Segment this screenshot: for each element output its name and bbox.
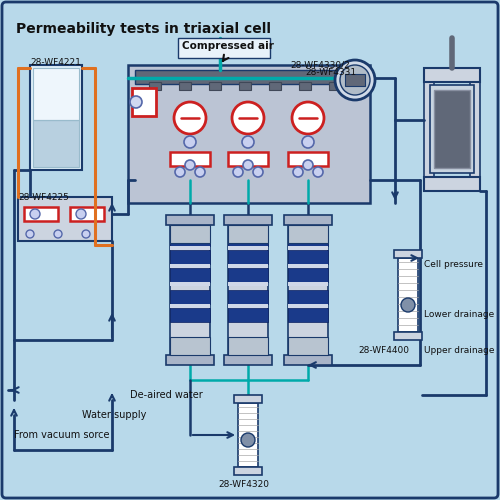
Circle shape [335,60,375,100]
Circle shape [195,167,205,177]
Bar [288,232,328,246]
Bar [329,82,341,90]
Text: 28-WF4221: 28-WF4221 [30,58,81,67]
Bar [166,355,214,365]
Bar [33,120,79,167]
Bar [170,250,210,264]
Bar [128,65,370,203]
Text: 28-WF4330/2: 28-WF4330/2 [290,60,350,69]
Text: 28-WF4400: 28-WF4400 [358,346,409,355]
Bar [288,225,328,355]
Bar [170,304,210,308]
Bar [239,82,251,90]
Bar [170,290,210,304]
Bar [288,152,328,166]
Circle shape [243,160,253,170]
Circle shape [30,209,40,219]
Bar [288,308,328,322]
Bar [424,177,480,191]
Bar [24,207,58,221]
Circle shape [82,230,90,238]
Bar [398,258,418,332]
Text: From vacuum sorce: From vacuum sorce [14,430,110,440]
Bar [170,282,210,286]
Bar [269,82,281,90]
Bar [170,337,210,355]
Text: Lower drainage: Lower drainage [424,310,494,319]
Bar [135,70,363,84]
Bar [470,82,480,177]
Bar [345,74,365,86]
Bar [30,65,82,170]
Bar [228,225,268,243]
Bar [170,264,210,268]
Circle shape [26,230,34,238]
Text: Permeability tests in triaxial cell: Permeability tests in triaxial cell [16,22,271,36]
Circle shape [241,433,255,447]
Circle shape [232,102,264,134]
Circle shape [54,230,62,238]
Bar [228,232,268,246]
Bar [179,82,191,90]
Bar [288,304,328,308]
Bar [299,82,311,90]
Bar [33,68,79,120]
Bar [288,282,328,286]
Bar [228,268,268,282]
Circle shape [233,167,243,177]
Bar [170,152,210,166]
Bar [170,246,210,250]
Text: Upper drainage: Upper drainage [424,346,494,355]
Circle shape [401,298,415,312]
Bar [228,337,268,355]
Bar [228,282,268,286]
Text: De-aired water: De-aired water [130,390,203,400]
Bar [394,332,422,340]
Circle shape [313,167,323,177]
Bar [170,232,210,246]
Bar [228,246,268,250]
Text: 28-WF4320: 28-WF4320 [218,480,269,489]
Bar [224,215,272,225]
Bar [228,308,268,322]
Bar [70,207,104,221]
Bar [228,250,268,264]
Bar [228,290,268,304]
Bar [288,290,328,304]
Bar [149,82,161,90]
Circle shape [174,102,206,134]
Bar [238,403,258,467]
Circle shape [242,136,254,148]
Circle shape [184,136,196,148]
Text: 28-WF4331: 28-WF4331 [305,68,356,77]
Bar [224,355,272,365]
Bar [288,246,328,250]
Bar [170,268,210,282]
Bar [228,304,268,308]
Circle shape [293,167,303,177]
Circle shape [302,136,314,148]
Text: Cell pressure: Cell pressure [424,260,483,269]
Bar [170,225,210,243]
Bar [430,85,474,173]
Bar [288,268,328,282]
Bar [284,355,332,365]
Bar [132,88,156,116]
Bar [234,395,262,403]
Bar [284,215,332,225]
Bar [288,337,328,355]
Bar [228,152,268,166]
Text: Water supply: Water supply [82,410,146,420]
Bar [170,225,210,355]
Circle shape [130,96,142,108]
Bar [170,308,210,322]
Bar [288,225,328,243]
Circle shape [340,65,370,95]
Circle shape [76,209,86,219]
Circle shape [292,102,324,134]
Text: 28-WF4225: 28-WF4225 [18,193,69,202]
Bar [288,264,328,268]
Bar [228,264,268,268]
Bar [234,467,262,475]
